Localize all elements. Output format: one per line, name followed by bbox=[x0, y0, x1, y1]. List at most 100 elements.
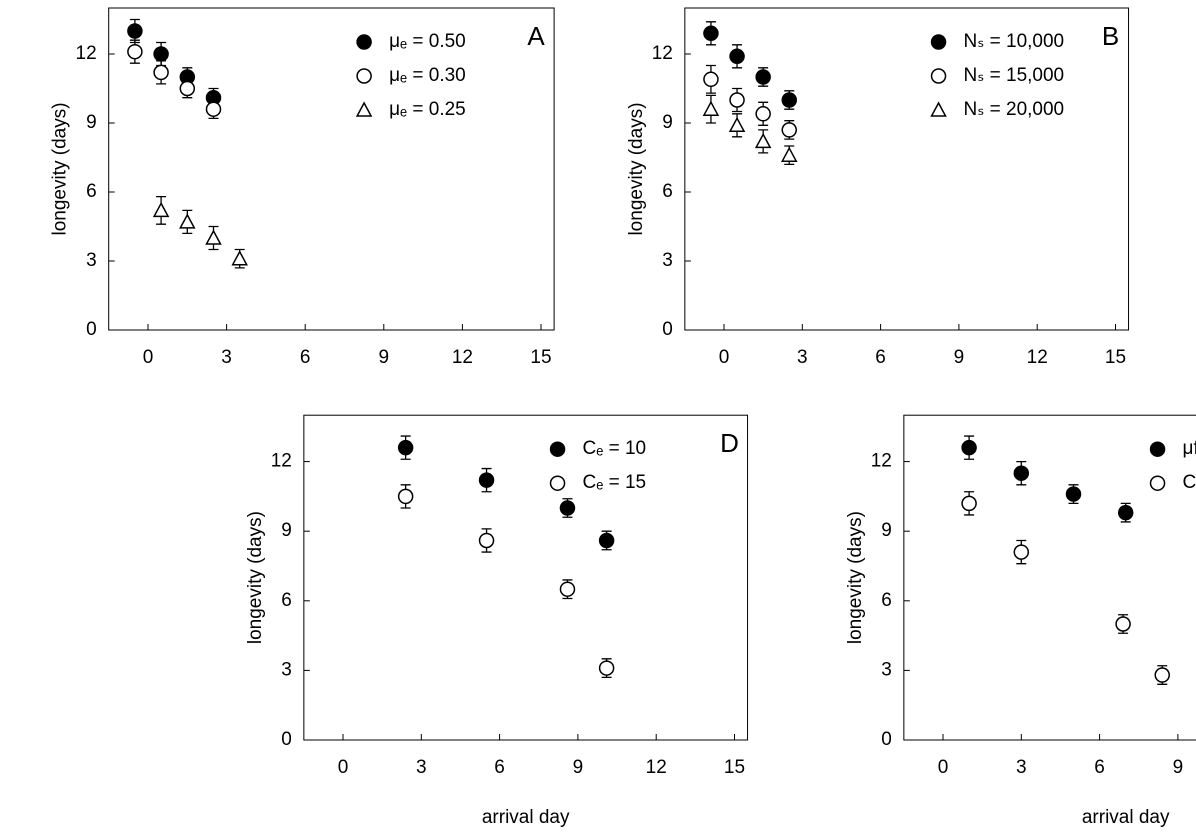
data-point bbox=[961, 439, 977, 456]
data-point bbox=[127, 23, 143, 39]
y-tick-label: 3 bbox=[662, 250, 673, 271]
data-point bbox=[205, 229, 222, 245]
legend-marker bbox=[930, 101, 947, 117]
plot-frame bbox=[108, 7, 555, 331]
legend-label: Cₑ = 10 bbox=[583, 438, 647, 459]
data-point bbox=[1013, 544, 1030, 560]
y-tick-label: 3 bbox=[881, 659, 892, 680]
y-tick-label: 0 bbox=[281, 729, 292, 750]
legend-marker bbox=[549, 441, 566, 457]
x-tick-label: 6 bbox=[875, 347, 886, 368]
legend-marker bbox=[930, 68, 947, 84]
x-tick-label: 0 bbox=[143, 347, 154, 368]
x-axis-title: arrival day bbox=[482, 807, 570, 828]
x-tick-label: 0 bbox=[719, 347, 730, 368]
data-point bbox=[1117, 504, 1134, 521]
x-axis-title: arrival day bbox=[1082, 807, 1170, 828]
data-point bbox=[702, 100, 720, 116]
y-tick-label: 9 bbox=[881, 520, 892, 541]
legend-marker bbox=[356, 34, 372, 50]
x-tick-label: 12 bbox=[646, 757, 667, 778]
data-point bbox=[781, 122, 797, 138]
data-point bbox=[1154, 667, 1170, 683]
data-point bbox=[397, 439, 414, 456]
y-axis-title: longevity (days) bbox=[626, 102, 647, 235]
data-point bbox=[598, 532, 615, 549]
x-tick-label: 3 bbox=[797, 347, 808, 368]
y-tick-label: 3 bbox=[86, 250, 97, 271]
data-point bbox=[559, 581, 576, 597]
y-tick-label: 6 bbox=[86, 181, 97, 202]
data-point bbox=[559, 500, 576, 516]
legend-label: Nₛ = 20,000 bbox=[964, 99, 1065, 120]
plot-frame bbox=[684, 7, 1130, 331]
y-tick-label: 0 bbox=[86, 319, 97, 340]
legend-marker bbox=[1149, 475, 1166, 491]
data-point bbox=[728, 116, 746, 133]
y-axis-title: longevity (days) bbox=[845, 511, 866, 644]
y-axis-title: longevity (days) bbox=[245, 511, 266, 644]
y-tick-label: 12 bbox=[652, 43, 673, 64]
data-point bbox=[1115, 616, 1131, 632]
panel-label: A bbox=[527, 21, 545, 51]
y-tick-label: 6 bbox=[881, 590, 892, 611]
legend-label: μₑ = 0.25 bbox=[389, 99, 466, 120]
data-point bbox=[478, 472, 495, 488]
data-point bbox=[153, 64, 169, 81]
legend-marker bbox=[355, 101, 373, 117]
x-tick-label: 9 bbox=[379, 347, 390, 368]
y-tick-label: 0 bbox=[662, 319, 673, 340]
x-tick-label: 9 bbox=[1173, 757, 1184, 778]
y-tick-label: 9 bbox=[86, 112, 97, 133]
data-point bbox=[729, 92, 745, 108]
legend-marker bbox=[549, 475, 566, 491]
x-tick-label: 0 bbox=[338, 757, 349, 778]
y-tick-label: 12 bbox=[871, 451, 892, 472]
legend-label: μₑ = 0.30 bbox=[389, 65, 466, 86]
x-tick-label: 6 bbox=[494, 757, 505, 778]
x-tick-label: 15 bbox=[1105, 347, 1126, 368]
x-tick-label: 12 bbox=[452, 347, 473, 368]
y-tick-label: 9 bbox=[662, 112, 673, 133]
data-point bbox=[397, 488, 414, 505]
data-point bbox=[1013, 465, 1030, 481]
data-point bbox=[703, 25, 719, 42]
data-point bbox=[703, 71, 719, 88]
x-tick-label: 15 bbox=[724, 757, 745, 778]
x-tick-label: 0 bbox=[938, 757, 949, 778]
data-point bbox=[179, 80, 196, 97]
data-point bbox=[153, 46, 169, 62]
data-point bbox=[231, 250, 248, 266]
x-tick-label: 12 bbox=[1027, 347, 1048, 368]
y-tick-label: 12 bbox=[271, 451, 292, 472]
x-tick-label: 6 bbox=[1094, 757, 1105, 778]
y-axis-title: longevity (days) bbox=[50, 102, 71, 235]
data-point bbox=[780, 146, 798, 162]
data-point bbox=[478, 532, 495, 549]
y-tick-label: 6 bbox=[281, 590, 292, 611]
y-tick-label: 3 bbox=[281, 659, 292, 680]
x-tick-label: 9 bbox=[954, 347, 965, 368]
data-point bbox=[729, 48, 745, 65]
data-point bbox=[755, 69, 771, 85]
x-tick-label: 15 bbox=[530, 347, 551, 368]
data-point bbox=[205, 101, 222, 117]
y-tick-label: 6 bbox=[662, 181, 673, 202]
legend-label: μₑ = 0.50 bbox=[389, 31, 466, 52]
y-tick-label: 9 bbox=[281, 520, 292, 541]
x-tick-label: 6 bbox=[300, 347, 311, 368]
legend-label: Nₛ = 15,000 bbox=[964, 65, 1065, 86]
x-tick-label: 9 bbox=[573, 757, 584, 778]
legend-label: Nₛ = 10,000 bbox=[964, 31, 1065, 52]
x-tick-label: 3 bbox=[221, 347, 232, 368]
panel-label: D bbox=[720, 428, 739, 458]
data-point bbox=[179, 213, 196, 229]
x-tick-label: 3 bbox=[1016, 757, 1027, 778]
data-point bbox=[598, 660, 615, 676]
legend-label: Cₑ = 15 bbox=[583, 472, 647, 493]
legend-marker bbox=[356, 68, 372, 84]
y-tick-label: 0 bbox=[881, 729, 892, 750]
data-point bbox=[961, 495, 977, 512]
x-tick-label: 3 bbox=[416, 757, 427, 778]
